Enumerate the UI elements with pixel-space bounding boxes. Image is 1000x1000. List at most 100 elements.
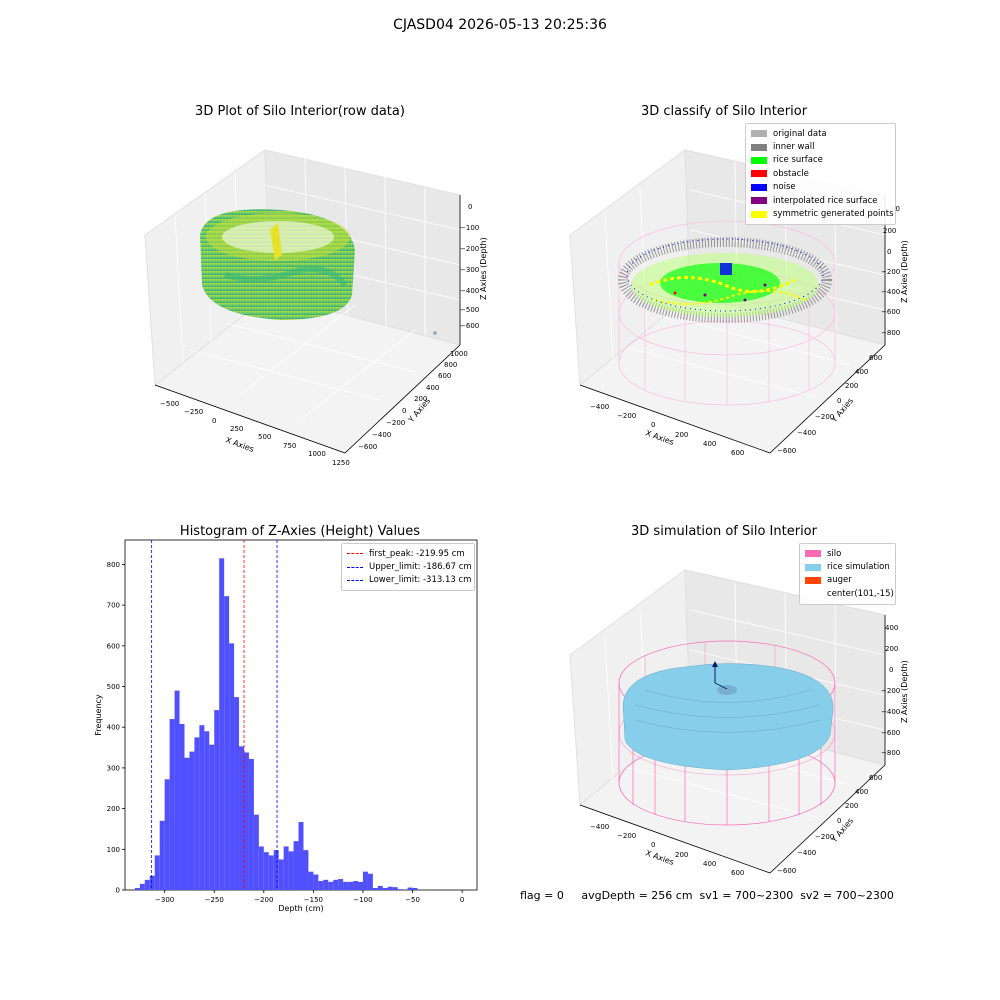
- histogram-bar: [154, 855, 160, 890]
- histogram-bar: [189, 751, 195, 890]
- panel1-xtick: 250: [230, 425, 243, 433]
- histogram-xtick-label: −200: [254, 896, 273, 904]
- histogram-legend: first_peak: -219.95 cm Upper_limit: -186…: [341, 543, 475, 592]
- histogram-bars: [134, 558, 418, 890]
- legend-swatch: [805, 590, 821, 597]
- legend-swatch: [751, 143, 767, 151]
- panel1-ztick: −100: [460, 224, 479, 232]
- legend-swatch: [347, 553, 363, 555]
- histogram-bar: [263, 852, 269, 890]
- legend-swatch: [751, 156, 767, 164]
- histogram-chart: −300 −250 −200 −150 −100 −50 0 0 100 200 300 400 500…: [94, 539, 478, 913]
- legend-swatch: [805, 576, 821, 584]
- panel1-xtick: 0: [212, 417, 216, 425]
- panel1-ytick: 600: [438, 372, 451, 380]
- panel2-title: 3D classify of Silo Interior: [640, 104, 808, 119]
- panel2-ytick: 200: [845, 382, 858, 390]
- panel2-xtick: −400: [590, 403, 609, 411]
- panel1-ztick: −500: [460, 306, 479, 314]
- histogram-ytick-label: 200: [107, 805, 120, 813]
- histogram-ytick-label: 0: [116, 887, 120, 895]
- panel1-3d-plot: −500 −250 0 250 500 750 1000 1250 X Axie…: [144, 149, 488, 467]
- panel1-ytick: −600: [358, 443, 377, 451]
- panel1-ytick: 200: [414, 395, 427, 403]
- histogram-ytick-label: 500: [107, 683, 120, 691]
- histogram-bar: [353, 881, 359, 890]
- histogram-xtick-label: −300: [155, 896, 174, 904]
- legend-swatch: [347, 579, 363, 581]
- legend-item: Upper_limit: -186.67 cm: [347, 560, 472, 573]
- histogram-bar: [303, 850, 309, 890]
- histogram-bar: [308, 871, 314, 890]
- histogram-ylabel: Frequency: [94, 694, 103, 736]
- legend-item: symmetric generated points: [751, 207, 894, 220]
- panel1-ytick: 0: [402, 407, 406, 415]
- histogram-bar: [392, 887, 398, 890]
- panel4-ztick: −600: [881, 729, 900, 737]
- panel4-ztick: 0: [889, 666, 893, 674]
- histogram-bar: [328, 881, 334, 890]
- panel2-xtick: 0: [651, 421, 655, 429]
- histogram-bar: [288, 851, 294, 890]
- histogram-vlines: [151, 540, 278, 890]
- panel1-ztick: −200: [460, 245, 479, 253]
- legend-item: center(101,-15): [805, 587, 894, 600]
- panel1-ytick: 400: [426, 384, 439, 392]
- panel4-xtick: 600: [731, 869, 744, 877]
- histogram-bar: [377, 885, 383, 890]
- histogram-bar: [333, 879, 339, 890]
- histogram-bar: [253, 814, 259, 890]
- panel4-ztick: −200: [881, 687, 900, 695]
- histogram-bar: [273, 850, 279, 890]
- legend-swatch: [751, 183, 767, 191]
- histogram-xlabel: Depth (cm): [278, 904, 323, 913]
- histogram-bar: [169, 719, 175, 890]
- panel1-xtick: 1000: [308, 450, 326, 458]
- status-footer: flag = 0 avgDepth = 256 cm sv1 = 700~230…: [520, 889, 894, 902]
- histogram-bar: [243, 752, 249, 890]
- histogram-bar: [318, 881, 324, 890]
- legend-item: first_peak: -219.95 cm: [347, 547, 469, 560]
- panel4-ytick: 0: [837, 817, 841, 825]
- panel2-ztick: 0: [887, 248, 891, 256]
- panel4-ytick: 200: [845, 802, 858, 810]
- histogram-bar: [313, 874, 319, 890]
- histogram-bar: [224, 596, 230, 890]
- histogram-bar: [343, 881, 349, 890]
- histogram-bar: [382, 887, 388, 890]
- legend-item: noise: [751, 181, 890, 194]
- panel2-xtick: 600: [731, 449, 744, 457]
- panel1-ztick: −600: [460, 322, 479, 330]
- legend-swatch: [751, 210, 767, 218]
- histogram-bar: [194, 737, 200, 890]
- histogram-xtick-label: −50: [405, 896, 420, 904]
- histogram-bar: [367, 873, 373, 890]
- histogram-bar: [362, 871, 368, 890]
- panel4-title: 3D simulation of Silo Interior: [631, 524, 817, 539]
- histogram-bar: [268, 855, 274, 890]
- panel1-zlabel: Z Axies (Depth): [479, 237, 488, 300]
- panel2-ytick: −200: [815, 413, 834, 421]
- panel2-ytick: 400: [855, 368, 868, 376]
- histogram-bar: [199, 725, 205, 890]
- panel1-ytick: −200: [386, 419, 405, 427]
- panel2-ztick: −400: [881, 288, 900, 296]
- panel1-title: 3D Plot of Silo Interior(row data): [195, 104, 405, 119]
- legend-swatch: [347, 566, 363, 568]
- panel4-xtick: −200: [617, 832, 636, 840]
- panel1-ytick: −400: [372, 431, 391, 439]
- panel4-legend: silo rice simulation auger center(101,-1…: [799, 543, 896, 605]
- panel2-ytick: 0: [837, 397, 841, 405]
- histogram-xtick-label: −100: [353, 896, 372, 904]
- histogram-bar: [348, 881, 354, 890]
- panel1-grid: [174, 158, 461, 421]
- panel1-x-ticks: −500 −250 0 250 500 750 1000 1250: [160, 400, 350, 467]
- panel4-zlabel: Z Axies (Depth): [900, 660, 909, 723]
- histogram-bar: [283, 846, 289, 890]
- histogram-bar: [358, 881, 363, 890]
- histogram-bar: [239, 746, 244, 890]
- panel2-xtick: 400: [703, 440, 716, 448]
- panel1-ytick: 1000: [450, 350, 468, 358]
- legend-item: silo: [805, 547, 890, 560]
- panel2-ylabel: Y Axies: [829, 396, 855, 425]
